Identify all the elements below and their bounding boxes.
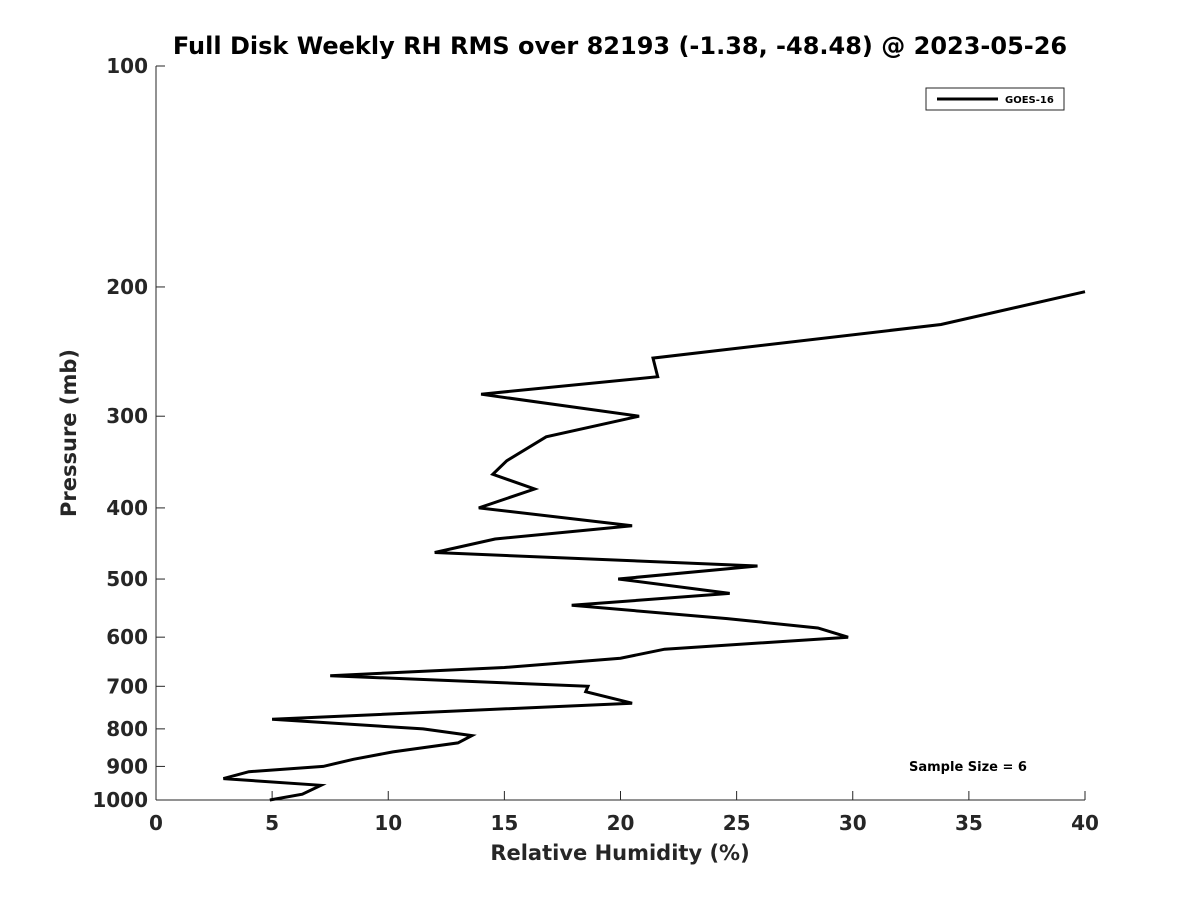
y-tick-label: 300 xyxy=(106,404,148,428)
x-tick-label: 0 xyxy=(149,811,163,835)
x-axis-label: Relative Humidity (%) xyxy=(490,841,749,865)
legend-label: GOES-16 xyxy=(1005,95,1054,106)
y-tick-label: 900 xyxy=(106,754,148,778)
y-tick-label: 700 xyxy=(106,674,148,698)
sample-size-note: Sample Size = 6 xyxy=(909,760,1027,775)
y-tick-label: 500 xyxy=(106,567,148,591)
chart-title: Full Disk Weekly RH RMS over 82193 (-1.3… xyxy=(173,32,1067,60)
x-ticks: 0 5 10 15 20 25 30 35 40 xyxy=(149,791,1099,835)
x-tick-label: 30 xyxy=(839,811,867,835)
y-tick-label: 800 xyxy=(106,717,148,741)
y-axis-label: Pressure (mb) xyxy=(57,349,81,517)
y-tick-label: 600 xyxy=(106,625,148,649)
x-tick-label: 25 xyxy=(723,811,751,835)
series-line-goes-16 xyxy=(223,290,1086,802)
x-tick-label: 5 xyxy=(265,811,279,835)
x-tick-label: 10 xyxy=(374,811,402,835)
x-tick-label: 35 xyxy=(955,811,983,835)
series-layer xyxy=(223,290,1086,802)
y-tick-label: 200 xyxy=(106,275,148,299)
y-tick-label: 1000 xyxy=(92,788,148,812)
x-tick-label: 15 xyxy=(490,811,518,835)
x-tick-label: 40 xyxy=(1071,811,1099,835)
y-tick-label: 100 xyxy=(106,54,148,78)
y-ticks: 100 200 300 400 500 600 700 800 900 1000 xyxy=(92,54,165,812)
x-tick-label: 20 xyxy=(607,811,635,835)
plot-area xyxy=(155,66,1085,801)
legend: GOES-16 xyxy=(925,87,1065,111)
y-tick-label: 400 xyxy=(106,496,148,520)
